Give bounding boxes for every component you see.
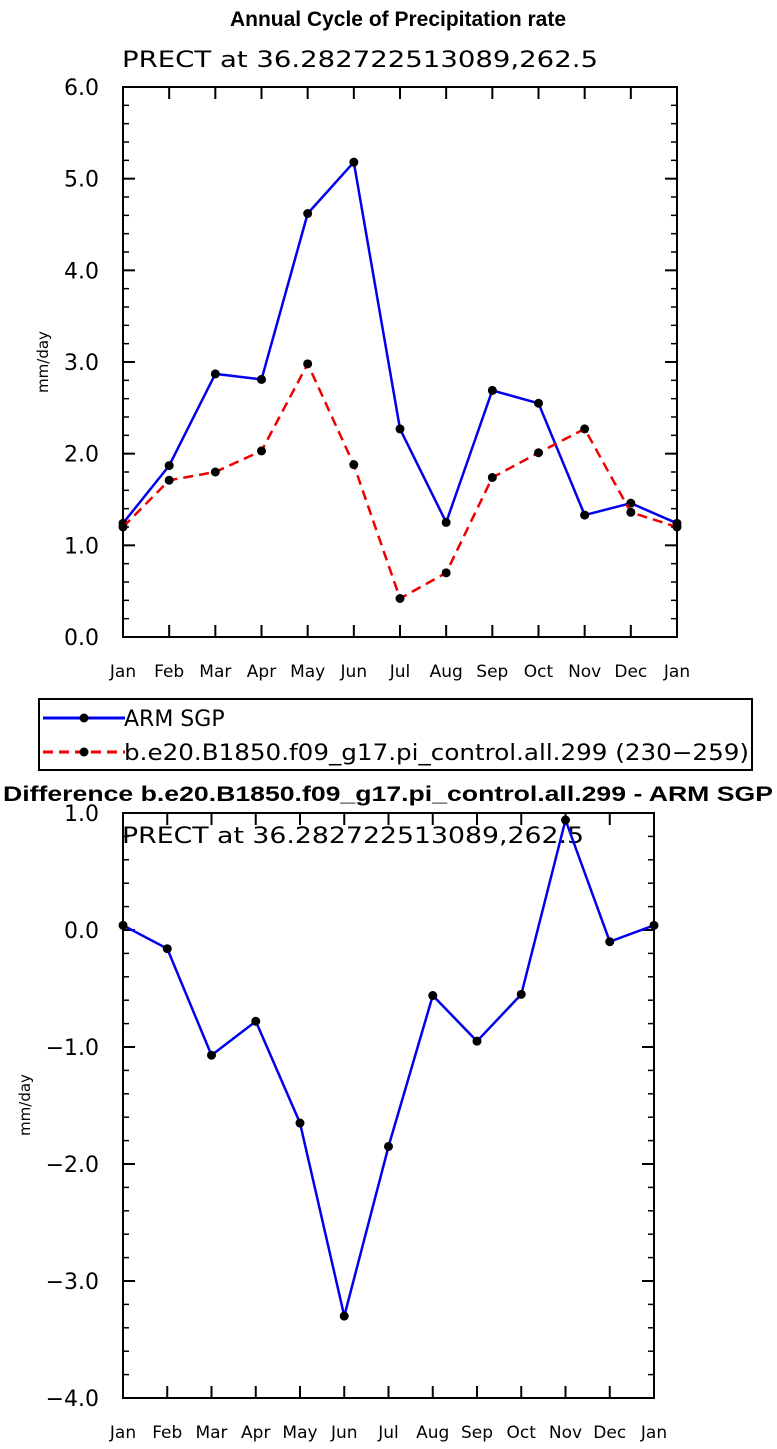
- chart1-series-2-point: [118, 522, 128, 532]
- chart2-series-1-point: [162, 944, 172, 954]
- chart1-xtick-label: Sep: [476, 662, 508, 682]
- chart1-series-2-point: [257, 446, 266, 456]
- chart1-xtick-label: Feb: [154, 662, 184, 682]
- chart2-xtick-label: Feb: [152, 1423, 182, 1443]
- chart1-series-1-point: [580, 510, 590, 520]
- chart2-series-1-point: [207, 1050, 216, 1060]
- chart1-ytick-label: 4.0: [64, 259, 99, 284]
- chart1-series-1-point: [349, 157, 359, 167]
- chart2-ytick-label: 0.0: [64, 919, 99, 944]
- chart1-ytick-label: 2.0: [64, 443, 99, 468]
- legend-label-model: b.e20.B1850.f09_g17.pi_control.all.299 (…: [124, 741, 749, 766]
- chart2-xtick-label: Dec: [593, 1423, 626, 1443]
- chart1-xtick-label: Jul: [389, 662, 411, 682]
- chart1-xtick-label: Dec: [614, 662, 647, 682]
- chart2-series-1-point: [251, 1016, 261, 1026]
- legend: ARM SGP b.e20.B1850.f09_g17.pi_control.a…: [38, 698, 753, 771]
- chart2-ytick-label: −1.0: [46, 1036, 99, 1061]
- chart1-xtick-label: Jun: [340, 662, 368, 682]
- legend-label-arm: ARM SGP: [124, 707, 225, 732]
- chart1-xtick-label: Mar: [199, 662, 231, 682]
- legend-marker-arm: [79, 713, 89, 723]
- chart2-ytick-label: −2.0: [46, 1153, 99, 1178]
- chart1-ylabel: mm/day: [34, 331, 52, 393]
- chart2-xtick-label: Oct: [507, 1423, 537, 1443]
- chart2-xtick-label: Jul: [377, 1423, 399, 1443]
- chart1-series-2-point: [349, 460, 359, 470]
- chart1-series-2-point: [395, 594, 405, 603]
- chart1-xtick-label: Oct: [524, 662, 554, 682]
- chart2-ytick-label: −4.0: [46, 1387, 99, 1412]
- chart2-series-1-point: [428, 991, 438, 1001]
- chart2-subtitle: PRECT at 36.282722513089,262.5: [122, 824, 584, 849]
- chart1-series-1-point: [164, 461, 174, 471]
- chart1-ytick-label: 5.0: [64, 168, 99, 193]
- chart1-series-2-line: [122, 362, 678, 600]
- chart1-series-2-point: [580, 424, 590, 434]
- chart1-series-2-point: [441, 568, 451, 578]
- chart1-series-1-point: [626, 498, 636, 508]
- chart1-ytick-label: 3.0: [64, 351, 99, 376]
- chart1-xtick-label: Apr: [247, 662, 276, 682]
- chart1-plot: 0.0 1.0 2.0 3.0 4.0 5.0 6.0 Jan Feb Mar Apr May Jun J…: [64, 76, 690, 682]
- chart2-xtick-label: Sep: [461, 1423, 493, 1443]
- legend-marker-model: [79, 747, 89, 757]
- chart2-xtick-label: Nov: [549, 1423, 582, 1443]
- chart2-title: Difference b.e20.B1850.f09_g17.pi_contro…: [3, 783, 773, 806]
- chart1-series-1-point: [303, 209, 313, 218]
- chart2-xtick-label: Jun: [330, 1423, 358, 1443]
- chart1-xtick-label: Jan: [663, 662, 690, 682]
- chart2-series-1-point: [649, 920, 659, 930]
- chart1-xtick-label: Nov: [568, 662, 601, 682]
- chart2-plot: −4.0 −3.0 −2.0 −1.0 0.0 1.0 Jan Feb Mar Apr May Jun…: [46, 802, 668, 1443]
- chart2-series-1-point: [118, 920, 128, 930]
- chart2-series-1-point: [472, 1036, 482, 1046]
- chart1-xtick-label: Aug: [430, 662, 463, 682]
- chart2-series-1-point: [384, 1141, 393, 1151]
- chart1-series-1-point: [441, 517, 451, 527]
- chart1-ytick-label: 1.0: [64, 534, 99, 559]
- chart1-series-1-point: [395, 424, 405, 434]
- chart1-series-1-point: [210, 369, 220, 379]
- chart1-series-2-point: [210, 467, 220, 477]
- chart2-series-1-point: [516, 989, 526, 999]
- chart1-series-2-point: [672, 522, 682, 532]
- chart2-series-1-point: [339, 1311, 349, 1321]
- chart1-series-2-point: [626, 507, 636, 517]
- chart2-ytick-label: 1.0: [64, 802, 99, 827]
- chart1-series-2-point: [534, 448, 543, 458]
- chart2-frame: [122, 812, 655, 1399]
- legend-box: [38, 698, 753, 771]
- chart2-xtick-label: Aug: [416, 1423, 449, 1443]
- chart2-xtick-label: May: [282, 1423, 317, 1443]
- chart2-series-1-point: [561, 815, 570, 825]
- chart2-xtick-label: Mar: [195, 1423, 227, 1443]
- chart1-frame: [122, 86, 678, 638]
- chart1-series-2-point: [303, 359, 313, 369]
- chart1-ytick-label: 6.0: [64, 76, 99, 101]
- chart2-series-1-line: [122, 818, 655, 1318]
- chart1-xtick-label: May: [290, 662, 325, 682]
- chart2-xtick-label: Jan: [109, 1423, 136, 1443]
- chart1-series-2-point: [164, 475, 174, 485]
- chart2-series-1-point: [605, 937, 615, 947]
- chart1-series-2-point: [487, 473, 497, 482]
- chart1-subtitle: PRECT at 36.282722513089,262.5: [122, 48, 598, 73]
- chart1-series-1-point: [487, 385, 497, 395]
- chart1-xtick-label: Jan: [109, 662, 136, 682]
- chart1-series-1-line: [122, 160, 678, 525]
- chart2-xtick-label: Jan: [640, 1423, 667, 1443]
- chart1-ytick-label: 0.0: [64, 626, 99, 651]
- chart2-xtick-label: Apr: [241, 1423, 270, 1443]
- chart2-ylabel: mm/day: [16, 1074, 34, 1136]
- chart2-ytick-label: −3.0: [46, 1270, 99, 1295]
- chart1-title: Annual Cycle of Precipitation rate: [230, 8, 566, 31]
- chart2-series-1-point: [295, 1118, 305, 1128]
- chart1-series-1-point: [534, 398, 543, 408]
- chart1-series-1-point: [257, 374, 266, 384]
